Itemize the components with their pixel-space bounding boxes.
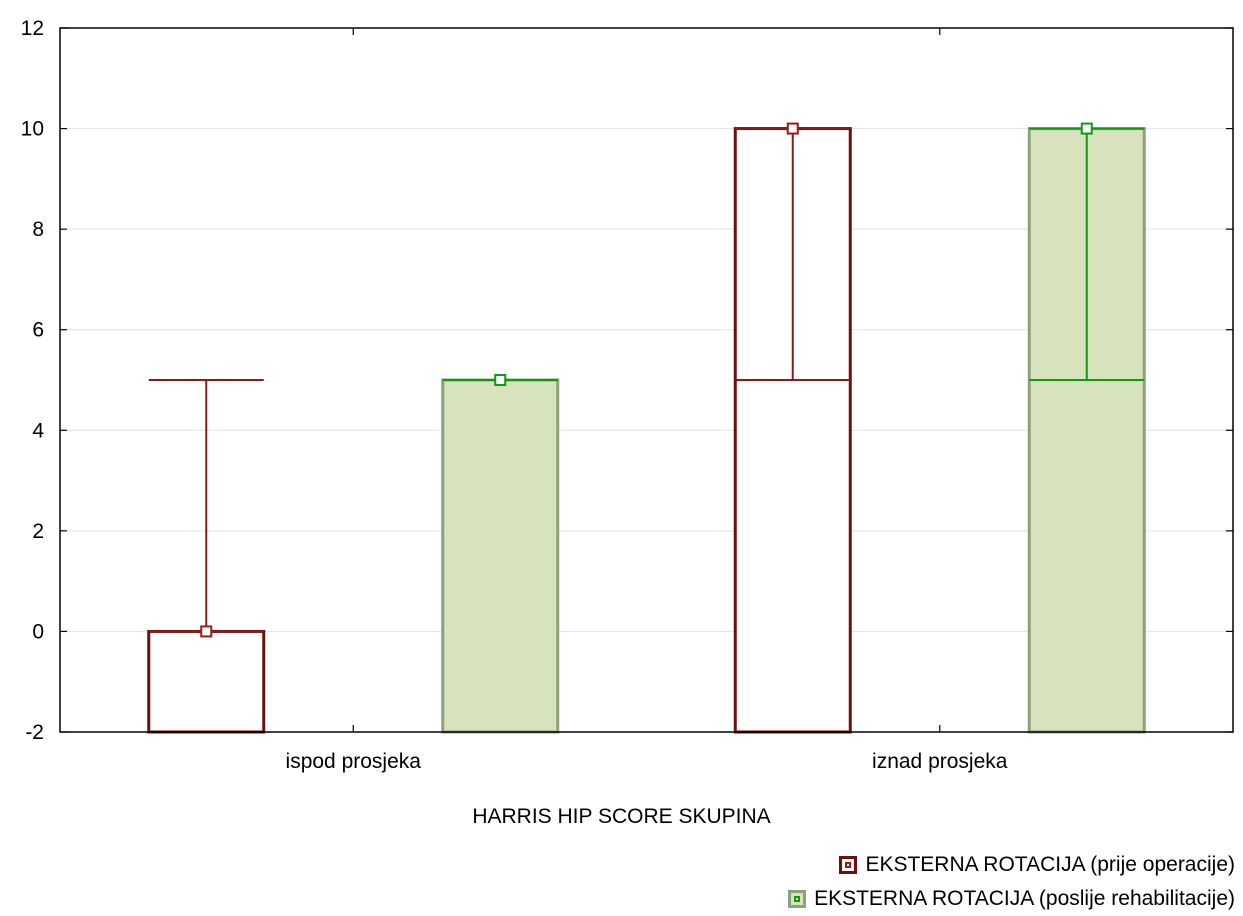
legend-swatch-series-2 <box>788 890 807 908</box>
bar <box>441 378 560 734</box>
legend: EKSTERNA ROTACIJA (prije operacije) EKST… <box>788 848 1235 916</box>
x-tick-label: iznad prosjeka <box>872 750 1008 773</box>
mean-marker <box>786 122 799 135</box>
legend-label-series-1: EKSTERNA ROTACIJA (prije operacije) <box>865 853 1235 876</box>
y-tick-label: 10 <box>21 118 44 141</box>
y-tick-label: 2 <box>32 520 44 543</box>
legend-label-series-2: EKSTERNA ROTACIJA (poslije rehabilitacij… <box>814 887 1235 910</box>
x-axis-title: HARRIS HIP SCORE SKUPINA <box>472 805 771 828</box>
legend-marker-series-2 <box>794 896 801 902</box>
mean-marker <box>494 374 507 386</box>
y-tick-label: 12 <box>21 17 44 40</box>
y-tick-label: -2 <box>25 721 44 744</box>
y-axis: -2 0 2 4 6 8 10 12 <box>21 17 1233 744</box>
y-tick-label: 8 <box>32 218 44 241</box>
x-tick-label: ispod prosjeka <box>286 750 422 773</box>
legend-item-series-2: EKSTERNA ROTACIJA (poslije rehabilitacij… <box>788 882 1235 916</box>
bars <box>147 122 1146 734</box>
y-tick-label: 6 <box>32 319 44 342</box>
x-axis: ispod prosjeka iznad prosjeka <box>286 28 1008 773</box>
mean-marker <box>200 625 213 638</box>
mean-marker <box>1080 122 1093 135</box>
y-tick-label: 4 <box>32 419 44 442</box>
y-tick-label: 0 <box>32 620 44 643</box>
chart-svg: -2 0 2 4 6 8 10 12 ispod prosjeka iznad prosjeka <box>21 17 1234 773</box>
legend-item-series-1: EKSTERNA ROTACIJA (prije operacije) <box>788 848 1235 882</box>
plot-frame <box>59 27 1234 733</box>
legend-marker-series-1 <box>845 862 852 868</box>
bar <box>147 629 266 734</box>
legend-swatch-series-1 <box>839 856 858 874</box>
